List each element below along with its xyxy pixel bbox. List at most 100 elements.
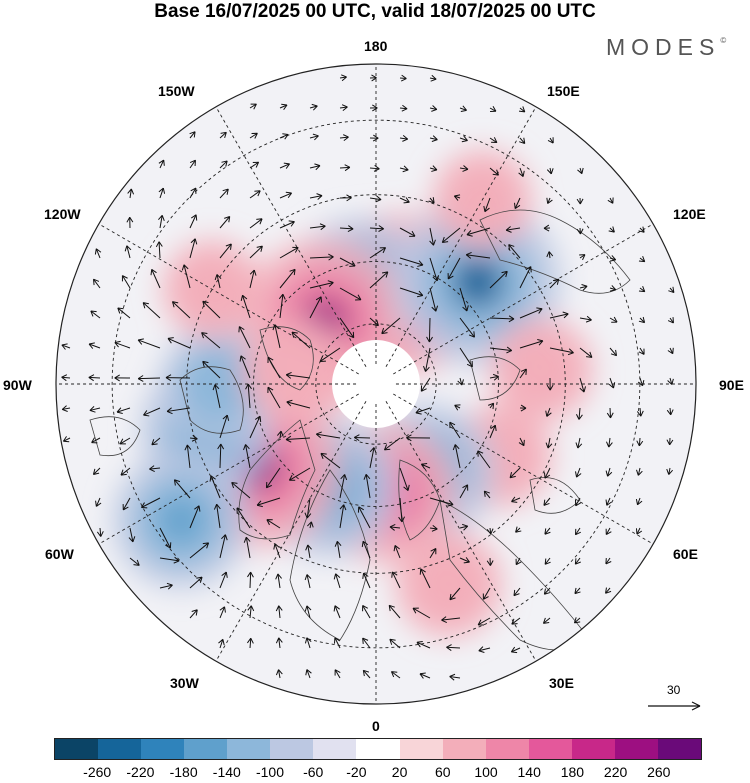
wind-vector <box>369 247 387 259</box>
wind-vector <box>279 220 295 229</box>
wind-vector <box>667 317 674 324</box>
wind-vector <box>309 193 323 200</box>
lon-label-30w: 30W <box>170 675 199 691</box>
wind-vector <box>315 431 341 439</box>
wind-vector <box>508 244 521 259</box>
wind-vector <box>518 437 525 447</box>
wind-vector <box>201 332 221 349</box>
wind-vector <box>489 137 498 144</box>
wind-vector <box>459 317 475 338</box>
wind-vector <box>217 443 225 469</box>
wind-vector <box>339 134 349 142</box>
lon-label-120e: 120E <box>673 206 706 222</box>
wind-vector <box>149 465 161 473</box>
wind-vector <box>93 278 101 289</box>
wind-vector <box>505 226 521 233</box>
wind-vector <box>256 497 281 508</box>
wind-vector <box>429 227 436 246</box>
colorbar-segment <box>98 739 142 759</box>
meridian-line <box>215 401 367 662</box>
wind-vector <box>489 373 499 381</box>
wind-vector <box>189 434 198 442</box>
colorbar-segment <box>141 739 185 759</box>
wind-vector <box>339 104 348 112</box>
wind-vector <box>605 497 612 506</box>
wind-vector <box>243 536 251 559</box>
wind-vector <box>305 669 312 679</box>
wind-vector <box>489 167 499 176</box>
wind-vector <box>304 637 312 649</box>
wind-vector <box>429 497 454 507</box>
wind-vector <box>459 347 473 368</box>
wind-vector <box>459 523 469 531</box>
wind-vector <box>309 163 321 171</box>
wind-vector <box>202 300 221 319</box>
colorbar-tick-label: 220 <box>603 764 628 780</box>
wind-vector <box>452 444 461 469</box>
wind-vector <box>339 317 355 339</box>
wind-vector <box>124 245 132 259</box>
wind-vector <box>399 135 409 142</box>
wind-vector <box>637 377 645 387</box>
wind-vector <box>159 582 173 590</box>
wind-vector <box>61 343 71 350</box>
wind-vector <box>575 467 582 478</box>
wind-vector <box>128 527 136 543</box>
anomaly-core <box>526 353 558 386</box>
wind-vector <box>608 377 616 389</box>
colorbar-tick-label: -20 <box>346 764 367 780</box>
wind-vector <box>369 134 379 142</box>
wind-vector <box>184 444 192 469</box>
wind-vector <box>423 347 431 372</box>
wind-vector <box>362 605 371 619</box>
meridian-line <box>393 393 654 545</box>
height-anomaly-field <box>112 149 594 639</box>
wind-vector <box>309 296 322 319</box>
wind-vector <box>219 534 228 559</box>
wind-vector <box>635 527 643 535</box>
colorbar-segment <box>657 739 701 759</box>
wind-vector <box>247 571 254 589</box>
wind-vector <box>575 527 581 536</box>
wind-vector <box>171 301 191 319</box>
wind-vector <box>265 467 281 489</box>
wind-vector <box>579 284 588 291</box>
wind-vector <box>219 571 228 589</box>
wind-vector <box>459 105 467 112</box>
wind-vector <box>369 74 377 82</box>
wind-vector <box>167 337 191 349</box>
wind-vector <box>466 227 491 237</box>
wind-vector <box>304 605 312 619</box>
wind-vector <box>575 407 583 420</box>
wind-vector <box>249 415 262 439</box>
lon-label-90e: 90E <box>719 377 744 393</box>
lon-label-150w: 150W <box>158 83 195 99</box>
wind-vector <box>519 137 526 144</box>
wind-vector <box>334 540 342 559</box>
wind-vector <box>543 587 551 595</box>
wind-vector <box>339 164 351 172</box>
wind-vector <box>166 407 191 415</box>
wind-vector <box>91 437 101 444</box>
wind-vector <box>406 434 431 442</box>
wind-vector <box>515 526 522 533</box>
wind-vector <box>95 497 102 507</box>
wind-vector <box>543 224 551 232</box>
wind-vector <box>339 504 347 529</box>
wind-vector <box>219 131 227 139</box>
wind-vector <box>638 286 646 293</box>
wind-vector <box>420 462 431 470</box>
wind-vector <box>381 317 401 335</box>
wind-vector <box>489 105 497 112</box>
meridian-line <box>215 106 367 367</box>
wind-vector <box>486 527 494 535</box>
wind-vector <box>605 467 613 477</box>
wind-vector <box>272 324 281 349</box>
colorbar-tick-label: 260 <box>647 764 671 780</box>
wind-vector <box>489 315 515 323</box>
wind-vector <box>267 356 281 379</box>
wind-vector <box>420 377 431 392</box>
lon-label-30e: 30E <box>549 675 574 691</box>
wind-vector <box>94 248 102 259</box>
colorbar-segment <box>184 739 228 759</box>
